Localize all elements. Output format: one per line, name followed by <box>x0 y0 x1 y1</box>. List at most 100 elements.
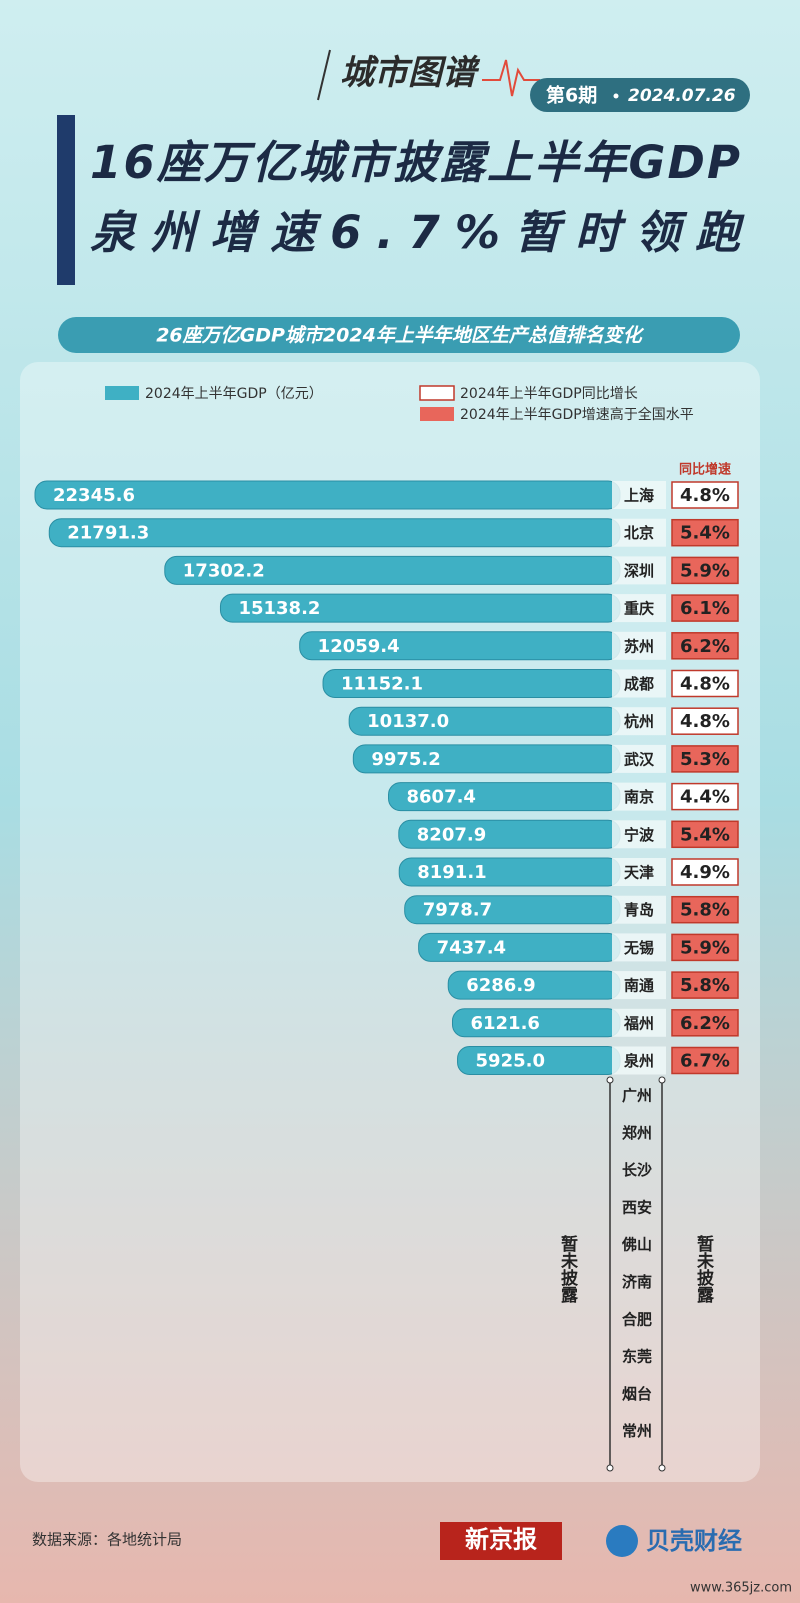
value-label: 7978.7 <box>423 900 492 921</box>
city-bg <box>612 518 666 547</box>
value-label: 11152.1 <box>341 674 423 695</box>
undisclosed-city: 济南 <box>622 1273 652 1291</box>
brand: 城市图谱 <box>340 54 481 92</box>
growth-box <box>671 594 739 622</box>
value-label: 7437.4 <box>437 937 506 958</box>
growth-label: 5.3% <box>680 749 730 770</box>
category-label: 福州 <box>623 1014 654 1032</box>
growth-box <box>671 707 739 735</box>
issue: 第6期 <box>546 84 597 107</box>
bracket-dot <box>658 1464 666 1472</box>
logo: 贝壳财经 <box>646 1527 742 1555</box>
growth-label: 6.2% <box>680 636 730 657</box>
growth-box <box>671 1046 739 1075</box>
city-bg <box>612 1046 666 1075</box>
growth-label: 5.9% <box>680 560 730 581</box>
city-bg <box>612 820 666 849</box>
city-bg <box>612 669 666 698</box>
city-bg <box>612 481 666 509</box>
value-label: 8207.9 <box>417 824 486 845</box>
growth-label: 4.8% <box>680 485 730 506</box>
category-label: 武汉 <box>624 750 655 768</box>
growth-box <box>671 745 739 773</box>
bracket-dot <box>658 1076 666 1084</box>
bracket-dot <box>606 1464 614 1472</box>
logo: 新京报 <box>465 1526 537 1554</box>
growth-box <box>671 782 739 811</box>
category-label: 成都 <box>624 675 654 693</box>
undisclosed-city: 西安 <box>622 1198 652 1216</box>
logo-icon <box>606 1525 638 1557</box>
category-label: 南京 <box>624 788 654 806</box>
city-bg <box>612 1008 666 1037</box>
growth-label: 5.9% <box>680 937 730 958</box>
city-bg <box>612 556 666 585</box>
legend-swatch <box>105 386 139 400</box>
legend-label: 2024年上半年GDP（亿元） <box>145 386 323 402</box>
title-line: 泉州增速6.7%暂时领跑 <box>90 206 745 259</box>
growth-label: 4.4% <box>680 787 730 808</box>
growth-box <box>671 895 739 924</box>
value-label: 6286.9 <box>466 975 535 996</box>
legend-label: 2024年上半年GDP同比增长 <box>460 386 638 402</box>
logo-box <box>440 1522 562 1560</box>
legend-label: 2024年上半年GDP增速高于全国水平 <box>460 406 694 423</box>
city-bg <box>612 971 666 1000</box>
growth-box <box>671 556 739 585</box>
legend-swatch <box>420 407 454 421</box>
growth-box <box>671 632 739 660</box>
category-label: 杭州 <box>624 713 654 731</box>
chart-title: 26座万亿GDP城市2024年上半年地区生产总值排名变化 <box>156 325 645 347</box>
undisclosed-city: 佛山 <box>621 1236 652 1254</box>
undisclosed-city: 东莞 <box>622 1348 652 1366</box>
pulse-icon <box>482 59 540 97</box>
value-label: 8191.1 <box>417 862 486 883</box>
growth-box <box>671 971 739 999</box>
value-label: 21791.3 <box>67 523 149 544</box>
value-label: 9975.2 <box>371 749 440 770</box>
value-label: 22345.6 <box>53 485 135 506</box>
undisclosed-label: 暂未披露 <box>557 1234 579 1304</box>
growth-label: 6.1% <box>680 598 730 619</box>
date: 2024.07.26 <box>628 86 736 106</box>
category-label: 深圳 <box>624 562 654 580</box>
watermark: www.365jz.com <box>690 1581 792 1596</box>
growth-label: 5.8% <box>680 975 730 996</box>
legend-swatch <box>419 385 455 401</box>
undisclosed-city: 长沙 <box>622 1161 652 1179</box>
category-label: 天津 <box>624 864 654 882</box>
city-bg <box>612 858 666 886</box>
title-line: 16座万亿城市披露上半年GDP <box>90 136 740 189</box>
growth-label: 4.9% <box>680 862 730 883</box>
undisclosed-city: 常州 <box>622 1422 652 1440</box>
city-bg <box>612 594 666 623</box>
undisclosed-city: 广州 <box>622 1087 652 1105</box>
city-bg <box>612 631 666 660</box>
growth-box <box>671 481 739 509</box>
category-label: 无锡 <box>623 939 654 957</box>
value-label: 10137.0 <box>367 711 449 732</box>
value-label: 5925.0 <box>476 1051 545 1072</box>
growth-box <box>671 820 739 849</box>
growth-label: 5.4% <box>680 523 730 544</box>
growth-label: 5.4% <box>680 824 730 845</box>
source: 数据来源：各地统计局 <box>32 1531 182 1549</box>
category-label: 重庆 <box>624 600 654 618</box>
column-header: 同比增速 <box>679 462 731 478</box>
slash <box>317 49 331 101</box>
dot <box>613 93 619 99</box>
value-label: 17302.2 <box>183 560 265 581</box>
growth-box <box>671 669 739 698</box>
title-bar <box>57 115 75 285</box>
bracket-dot <box>606 1076 614 1084</box>
category-label: 上海 <box>624 487 654 505</box>
category-label: 苏州 <box>624 637 654 655</box>
growth-label: 5.8% <box>680 900 730 921</box>
value-label: 8607.4 <box>407 787 476 808</box>
growth-label: 6.7% <box>680 1051 730 1072</box>
growth-box <box>671 1009 739 1037</box>
category-label: 青岛 <box>624 901 654 919</box>
category-label: 宁波 <box>624 826 655 844</box>
value-label: 15138.2 <box>238 598 320 619</box>
category-label: 北京 <box>624 524 654 542</box>
